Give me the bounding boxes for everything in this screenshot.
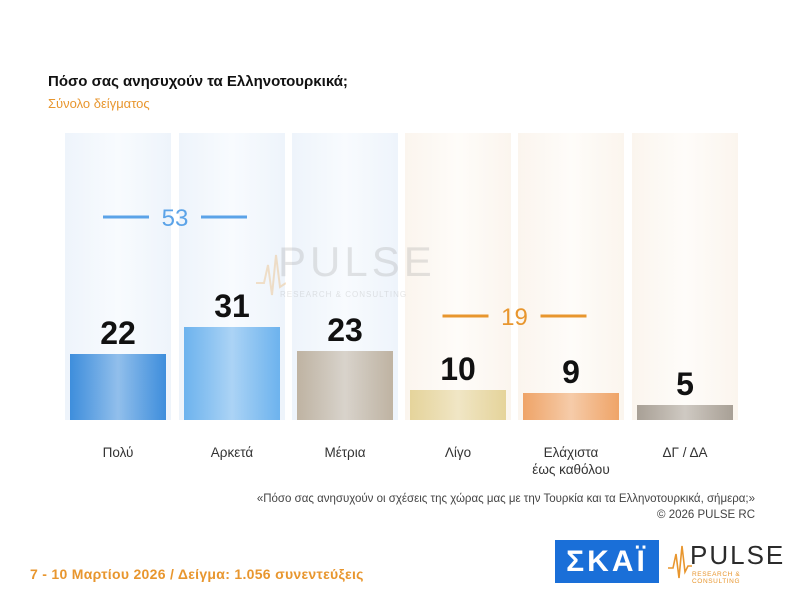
bar-value-label: 10: [440, 351, 476, 387]
group-total-label: 53: [162, 205, 189, 232]
watermark-tagline: RESEARCH & CONSULTING: [280, 290, 408, 299]
bar: [184, 327, 280, 420]
copyright-text: © 2026 PULSE RC: [657, 509, 755, 521]
bar-value-label: 23: [327, 312, 363, 348]
pulse-logo-name: PULSE: [690, 540, 786, 570]
pulse-wave-icon: [668, 545, 692, 579]
bar: [297, 351, 393, 420]
pulse-logo: PULSE RESEARCH & CONSULTING: [668, 540, 788, 585]
bar-value-label: 31: [214, 288, 250, 324]
survey-dates-sample: 7 - 10 Μαρτίου 2026 / Δείγμα: 1.056 συνε…: [30, 566, 364, 582]
category-label: Αρκετά: [211, 445, 254, 460]
bar-value-label: 9: [562, 354, 580, 390]
column-background: [405, 133, 511, 420]
skai-logo: ΣΚΑΪ: [555, 540, 659, 583]
category-label: έως καθόλου: [532, 462, 609, 477]
bar-value-label: 22: [100, 315, 136, 351]
category-label: Λίγο: [445, 445, 471, 460]
survey-question: «Πόσο σας ανησυχούν οι σχέσεις της χώρας…: [256, 493, 755, 505]
category-label: Ελάχιστα: [544, 445, 599, 460]
category-label: ΔΓ / ΔΑ: [663, 445, 708, 460]
chart-subtitle: Σύνολο δείγματος: [48, 96, 150, 111]
chart-title: Πόσο σας ανησυχούν τα Ελληνοτουρκικά;: [48, 73, 348, 90]
watermark-name: PULSE: [278, 238, 436, 285]
bar: [523, 393, 619, 420]
bar-value-label: 5: [676, 366, 694, 402]
bar: [637, 405, 733, 420]
bar-chart: 22 Πολύ 31 Αρκετά 23 Μέτρια 10 Λίγο 9 Ελάχιστα έως…: [65, 133, 738, 477]
category-label: Μέτρια: [324, 445, 365, 460]
column-background: [632, 133, 738, 420]
group-total-label: 19: [501, 304, 528, 331]
column-background: [518, 133, 624, 420]
bar: [70, 354, 166, 420]
bar: [410, 390, 506, 420]
pulse-logo-tagline: RESEARCH & CONSULTING: [692, 571, 741, 585]
pulse-wave-icon: [256, 254, 286, 296]
pulse-watermark: PULSE RESEARCH & CONSULTING: [256, 238, 432, 308]
category-label: Πολύ: [103, 445, 134, 460]
